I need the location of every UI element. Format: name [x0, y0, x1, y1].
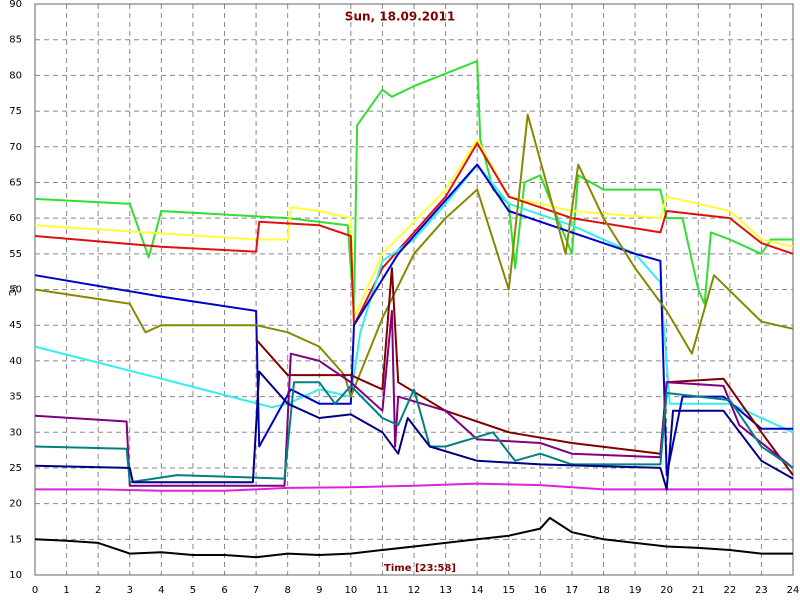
chart-title: Sun, 18.09.2011	[345, 10, 455, 24]
x-tick-label: 0	[32, 585, 38, 596]
x-tick-label: 3	[127, 585, 133, 596]
x-tick-label: 8	[284, 585, 290, 596]
x-tick-label: 21	[692, 585, 705, 596]
y-axis-label: °C	[6, 284, 17, 296]
series-line	[34, 370, 794, 491]
series-line	[34, 163, 793, 477]
y-tick-label: 50	[9, 285, 22, 296]
y-tick-label: 75	[9, 106, 22, 117]
x-tick-label: 13	[439, 585, 452, 596]
x-tick-label: 18	[597, 585, 610, 596]
y-tick-label: 25	[9, 463, 22, 474]
y-tick-label: 70	[9, 142, 22, 153]
y-tick-label: 85	[9, 35, 22, 46]
series-line	[34, 142, 794, 327]
y-tick-label: 20	[9, 499, 22, 510]
y-tick-label: 30	[9, 427, 22, 438]
y-tick-label: 40	[9, 356, 22, 367]
series-line	[34, 113, 794, 398]
x-tick-label: 16	[534, 585, 547, 596]
series-line	[34, 60, 793, 312]
y-tick-label: 10	[9, 570, 22, 581]
y-tick-label: 45	[9, 320, 22, 331]
x-tick-label: 20	[660, 585, 673, 596]
y-tick-label: 60	[9, 213, 22, 224]
x-tick-label: 6	[221, 585, 227, 596]
x-tick-label: 14	[471, 585, 484, 596]
y-tick-label: 65	[9, 177, 22, 188]
y-tick-label: 15	[9, 534, 22, 545]
x-tick-label: 12	[408, 585, 421, 596]
x-tick-label: 23	[755, 585, 768, 596]
x-tick-label: 19	[629, 585, 642, 596]
y-tick-label: 80	[9, 70, 22, 81]
x-tick-label: 22	[723, 585, 736, 596]
x-axis-label: Time [23:58]	[384, 563, 456, 574]
series-line	[34, 138, 794, 320]
x-tick-label: 15	[502, 585, 515, 596]
series-line	[34, 381, 794, 484]
x-tick-label: 4	[158, 585, 164, 596]
series-line	[34, 516, 793, 559]
x-tick-label: 17	[566, 585, 579, 596]
y-tick-label: 90	[9, 0, 22, 10]
x-tick-label: 10	[344, 585, 357, 596]
x-tick-label: 5	[190, 585, 196, 596]
x-tick-label: 2	[95, 585, 101, 596]
x-tick-label: 7	[253, 585, 259, 596]
x-tick-label: 24	[787, 585, 800, 596]
x-tick-label: 1	[63, 585, 69, 596]
x-tick-label: 11	[376, 585, 389, 596]
x-tick-label: 9	[316, 585, 322, 596]
y-tick-label: 35	[9, 392, 22, 403]
y-tick-label: 55	[9, 249, 22, 260]
